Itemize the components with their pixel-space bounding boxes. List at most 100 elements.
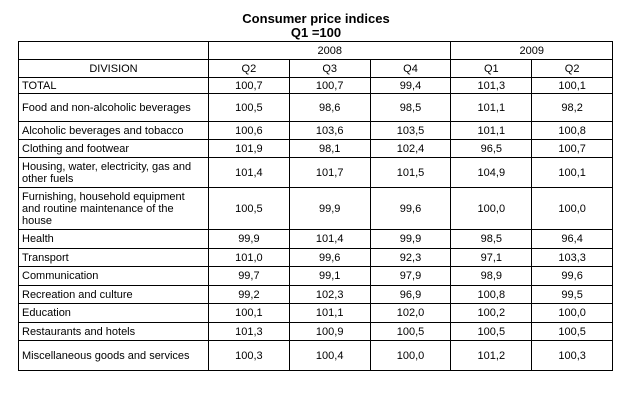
- value-cell: 101,9: [208, 139, 290, 158]
- value-cell: 100,4: [288, 340, 371, 371]
- column-header: Q3: [288, 59, 371, 78]
- value-cell: 101,7: [288, 157, 371, 188]
- value-cell: 102,4: [369, 139, 452, 158]
- value-cell: 100,0: [369, 340, 452, 371]
- division-cell: Alcoholic beverages and tobacco: [18, 121, 209, 140]
- value-cell: 96,9: [369, 285, 452, 304]
- table-row: Recreation and culture 99,2 102,3 96,9 100,8…: [18, 285, 614, 304]
- division-cell: Transport: [18, 248, 209, 267]
- table-subtitle: Q1 =100: [290, 25, 342, 40]
- value-cell: 99,5: [531, 285, 614, 304]
- table-row: Furnishing, household equipment and rout…: [18, 187, 614, 230]
- table-row: Transport 101,0 99,6 92,3 97,1 103,3: [18, 248, 614, 267]
- value-cell: 99,9: [208, 229, 290, 249]
- value-cell: 101,5: [369, 157, 452, 188]
- table-row: Food and non-alcoholic beverages 100,5 98,…: [18, 93, 614, 122]
- value-cell: 100,0: [531, 187, 614, 230]
- value-cell: 92,3: [369, 248, 452, 267]
- table-row: Clothing and footwear 101,9 98,1 102,4 96,5 1…: [18, 139, 614, 158]
- division-cell: Recreation and culture: [18, 285, 209, 304]
- value-cell: 101,2: [450, 340, 533, 371]
- value-cell: 104,9: [450, 157, 533, 188]
- value-cell: 101,3: [450, 77, 533, 94]
- value-cell: 100,2: [450, 303, 533, 323]
- value-cell: 103,6: [288, 121, 371, 140]
- value-cell: 101,4: [208, 157, 290, 188]
- value-cell: 100,8: [450, 285, 533, 304]
- value-cell: 100,1: [531, 77, 614, 94]
- value-cell: 100,5: [450, 322, 533, 341]
- value-cell: 98,9: [450, 266, 533, 286]
- column-header: Q2: [208, 59, 290, 78]
- division-cell: Housing, water, electricity, gas and oth…: [18, 157, 209, 188]
- value-cell: 100,5: [531, 322, 614, 341]
- value-cell: 97,9: [369, 266, 452, 286]
- division-cell: TOTAL: [18, 77, 209, 94]
- value-cell: 100,0: [450, 187, 533, 230]
- value-cell: 98,5: [450, 229, 533, 249]
- value-cell: 100,6: [208, 121, 290, 140]
- value-cell: 103,5: [369, 121, 452, 140]
- value-cell: 98,1: [288, 139, 371, 158]
- table-body: TOTAL 100,7 100,7 99,4 101,3 100,1 Food and no…: [18, 77, 614, 371]
- table-row: Miscellaneous goods and services 100,3 100…: [18, 340, 614, 371]
- value-cell: 101,1: [288, 303, 371, 323]
- value-cell: 99,2: [208, 285, 290, 304]
- value-cell: 99,9: [369, 229, 452, 249]
- value-cell: 100,5: [369, 322, 452, 341]
- value-cell: 101,3: [208, 322, 290, 341]
- value-cell: 101,4: [288, 229, 371, 249]
- value-cell: 100,5: [208, 187, 290, 230]
- column-header: Q4: [369, 59, 452, 78]
- value-cell: 99,6: [531, 266, 614, 286]
- value-cell: 98,6: [288, 93, 371, 122]
- value-cell: 99,6: [369, 187, 452, 230]
- value-cell: 100,1: [531, 157, 614, 188]
- year-header-2009: 2009: [450, 41, 614, 60]
- division-header: DIVISION: [18, 59, 209, 78]
- value-cell: 99,4: [369, 77, 452, 94]
- value-cell: 100,7: [531, 139, 614, 158]
- value-cell: 100,8: [531, 121, 614, 140]
- value-cell: 100,1: [208, 303, 290, 323]
- table-row: TOTAL 100,7 100,7 99,4 101,3 100,1: [18, 77, 614, 94]
- value-cell: 99,7: [208, 266, 290, 286]
- table-title: Consumer price indices: [242, 11, 390, 26]
- division-cell: Restaurants and hotels: [18, 322, 209, 341]
- year-header-row: 2008 2009: [18, 41, 614, 60]
- value-cell: 100,9: [288, 322, 371, 341]
- value-cell: 101,1: [450, 121, 533, 140]
- value-cell: 102,3: [288, 285, 371, 304]
- table-row: Alcoholic beverages and tobacco 100,6 103,…: [18, 121, 614, 140]
- table-row: Education 100,1 101,1 102,0 100,2 100,0: [18, 303, 614, 323]
- division-cell: Furnishing, household equipment and rout…: [18, 187, 209, 230]
- value-cell: 97,1: [450, 248, 533, 267]
- column-header: Q2: [531, 59, 614, 78]
- column-header-row: DIVISION Q2 Q3 Q4 Q1 Q2: [18, 59, 614, 78]
- division-cell: Clothing and footwear: [18, 139, 209, 158]
- table-row: Communication 99,7 99,1 97,9 98,9 99,6: [18, 266, 614, 286]
- value-cell: 96,5: [450, 139, 533, 158]
- value-cell: 99,9: [288, 187, 371, 230]
- value-cell: 99,6: [288, 248, 371, 267]
- division-cell: Health: [18, 229, 209, 249]
- division-cell: Food and non-alcoholic beverages: [18, 93, 209, 122]
- cpi-table: 2008 2009 DIVISION Q2 Q3 Q4 Q1 Q2 TOTAL 1…: [18, 41, 614, 371]
- table-row: Health 99,9 101,4 99,9 98,5 96,4: [18, 229, 614, 249]
- value-cell: 96,4: [531, 229, 614, 249]
- value-cell: 98,2: [531, 93, 614, 122]
- division-cell: Communication: [18, 266, 209, 286]
- value-cell: 103,3: [531, 248, 614, 267]
- value-cell: 100,7: [288, 77, 371, 94]
- value-cell: 99,1: [288, 266, 371, 286]
- table-row: Restaurants and hotels 101,3 100,9 100,5 100…: [18, 322, 614, 341]
- blank-corner-cell: [18, 41, 209, 60]
- value-cell: 102,0: [369, 303, 452, 323]
- year-header-2008: 2008: [207, 41, 452, 60]
- column-header: Q1: [450, 59, 533, 78]
- table-row: Housing, water, electricity, gas and oth…: [18, 157, 614, 188]
- value-cell: 100,3: [531, 340, 614, 371]
- value-cell: 101,1: [450, 93, 533, 122]
- division-cell: Miscellaneous goods and services: [18, 340, 209, 371]
- value-cell: 100,7: [208, 77, 290, 94]
